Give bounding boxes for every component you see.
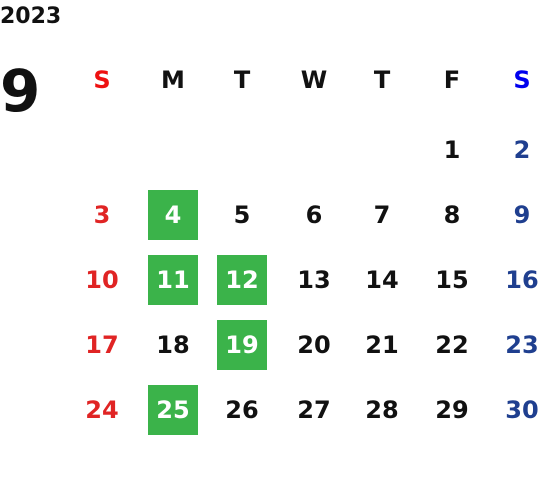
weekday-header: S [513,66,531,94]
day: 23 [505,331,539,359]
day: 21 [365,331,399,359]
day: 16 [505,266,539,294]
year: 2023 [0,4,62,29]
day: 30 [505,396,539,424]
highlighted-day: 4 [148,190,198,240]
weekday-header: S [93,66,111,94]
day: 27 [297,396,331,424]
day: 1 [443,136,461,164]
day: 26 [225,396,259,424]
day: 9 [513,201,531,229]
day: 28 [365,396,399,424]
day: 3 [93,201,111,229]
day: 20 [297,331,331,359]
day: 6 [305,201,323,229]
weekday-header: W [300,66,328,94]
day: 5 [233,201,251,229]
day: 17 [85,331,119,359]
highlighted-day: 11 [148,255,198,305]
highlighted-day: 12 [217,255,267,305]
highlighted-day: 19 [217,320,267,370]
weekday-header: T [373,66,391,94]
weekday-header: F [443,66,461,94]
day: 7 [373,201,391,229]
day: 18 [156,331,190,359]
day: 10 [85,266,119,294]
day: 22 [435,331,469,359]
day: 24 [85,396,119,424]
weekday-header: M [161,66,185,94]
month: 9 [0,57,41,125]
highlighted-day: 25 [148,385,198,435]
day: 2 [513,136,531,164]
day: 13 [297,266,331,294]
day: 15 [435,266,469,294]
weekday-header: T [233,66,251,94]
day: 8 [443,201,461,229]
day: 14 [365,266,399,294]
day: 29 [435,396,469,424]
